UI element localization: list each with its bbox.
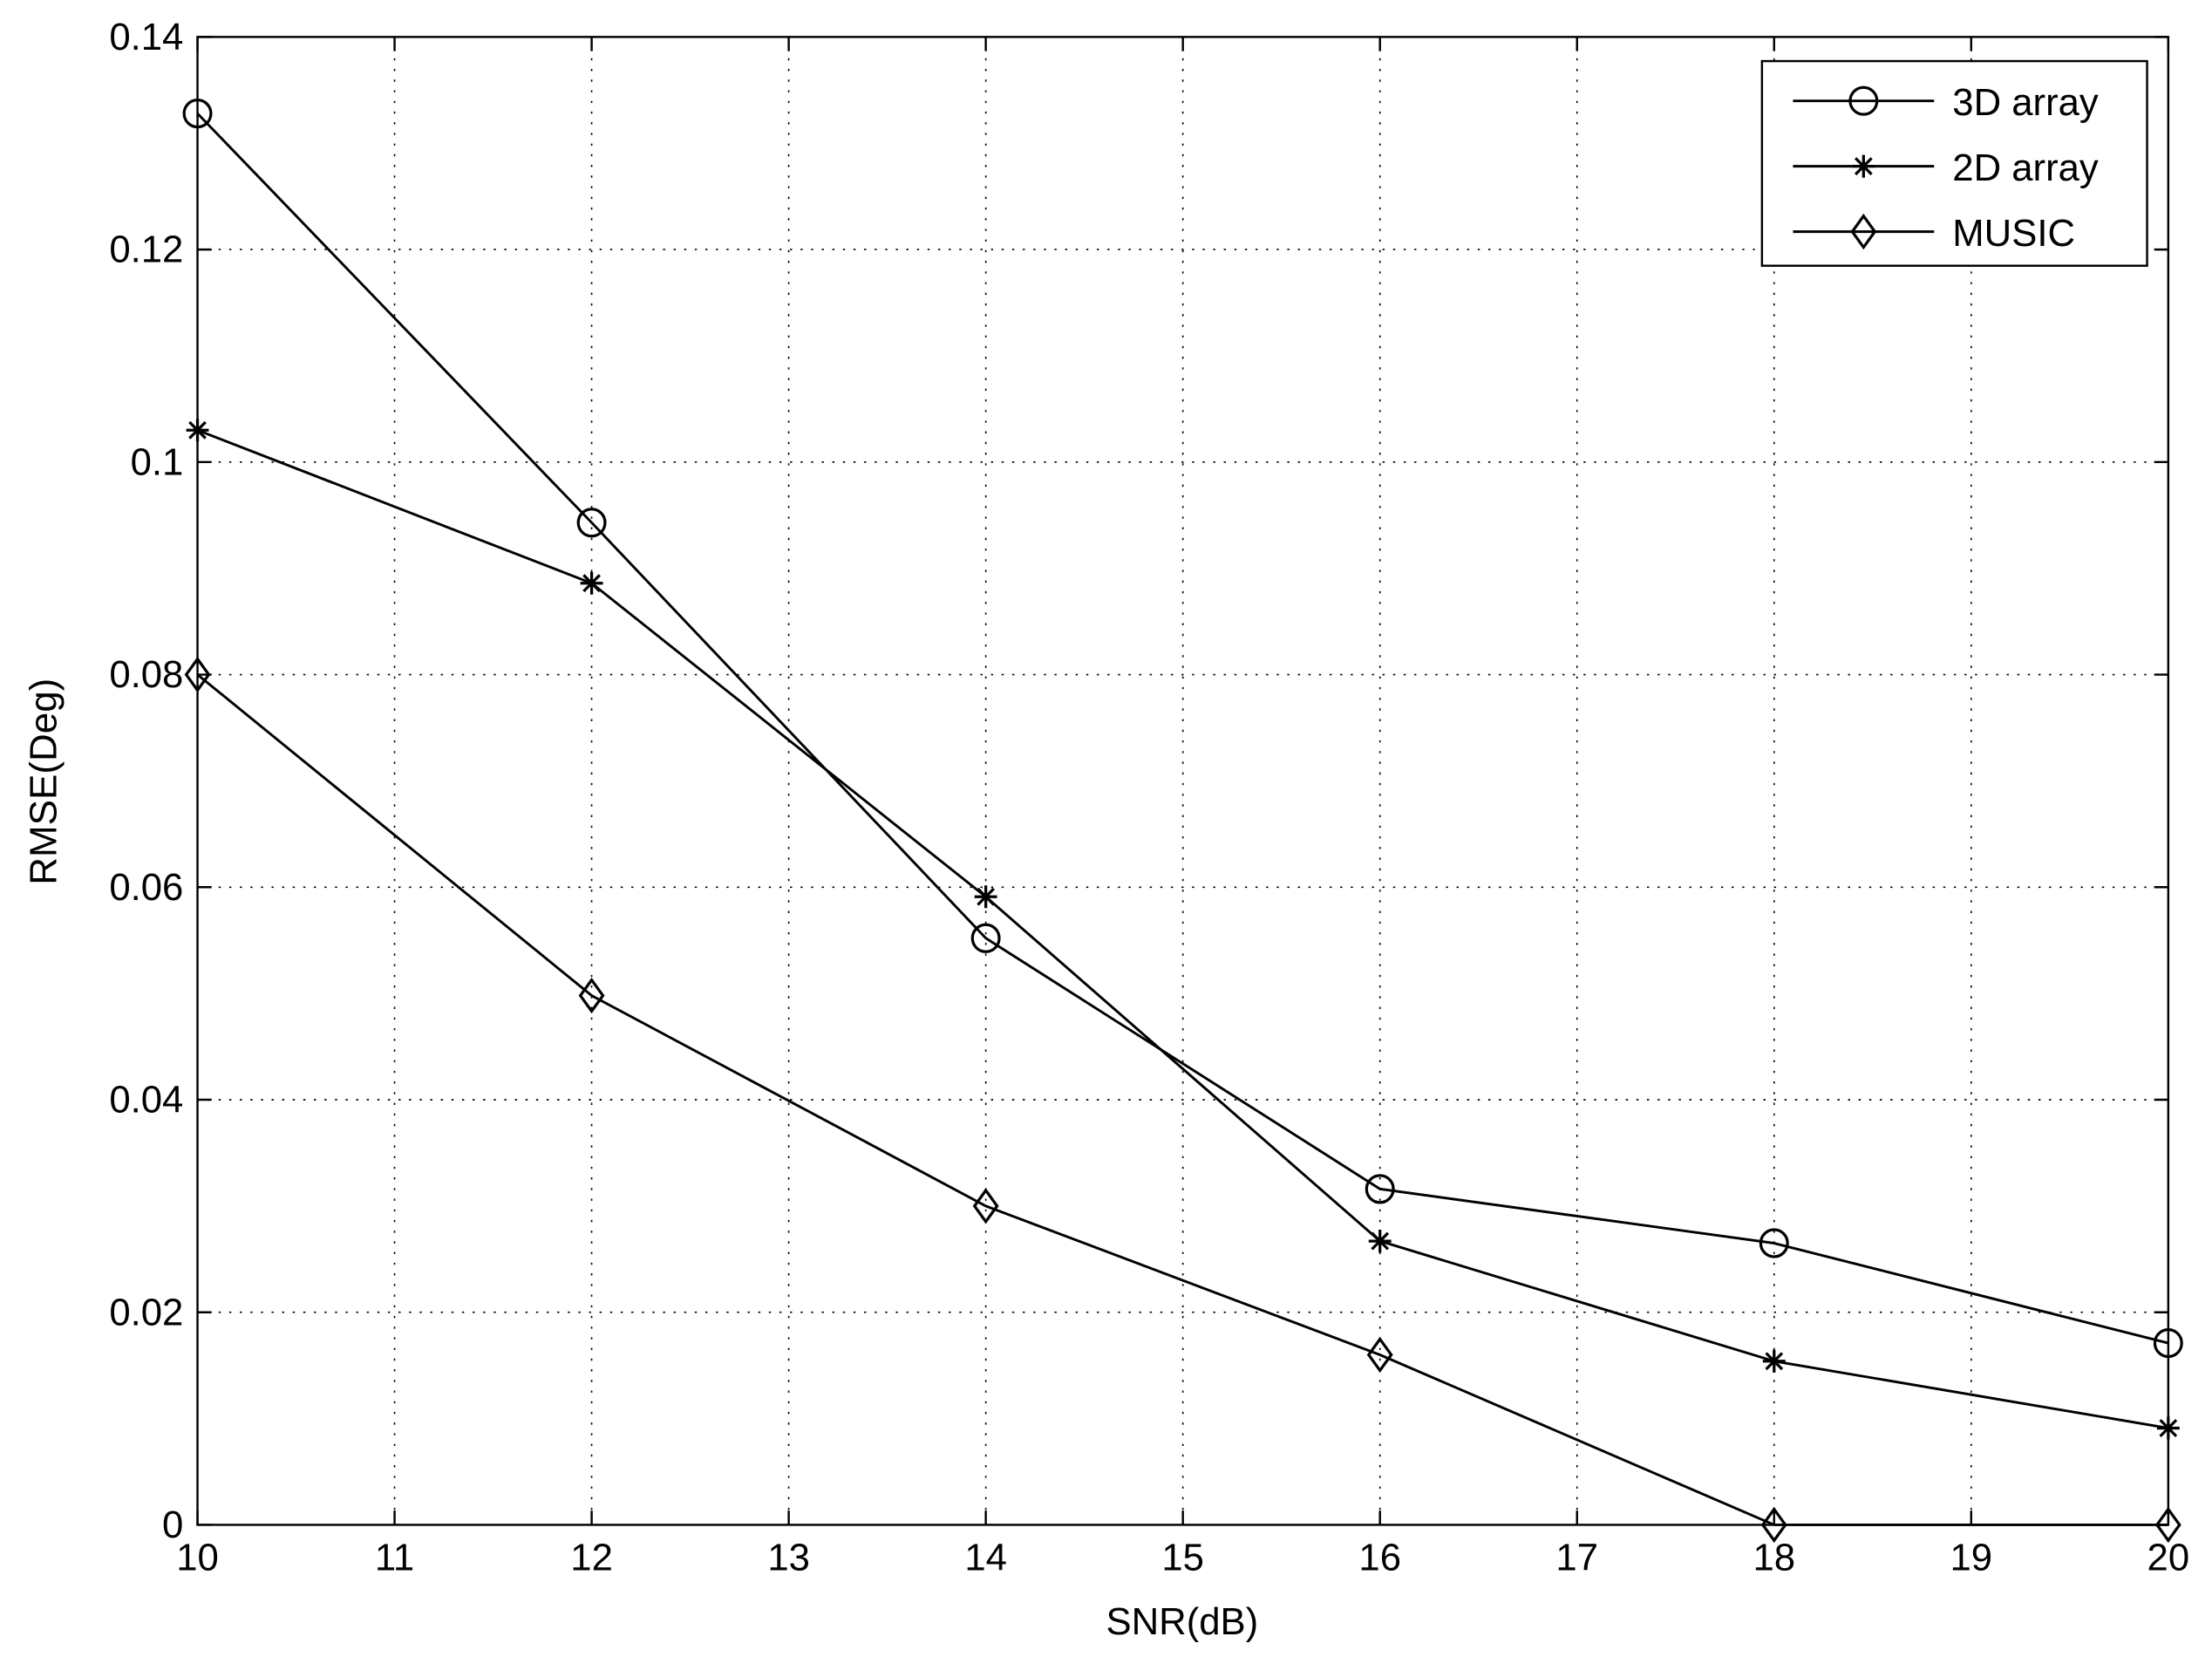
marker	[972, 1188, 999, 1224]
marker-asterisk	[1762, 1349, 1786, 1373]
legend-label: 2D array	[1952, 147, 2099, 189]
marker-circle	[970, 923, 1001, 953]
marker-diamond	[184, 656, 211, 693]
x-tick-label: 12	[570, 1536, 613, 1579]
marker	[1850, 213, 1877, 250]
y-tick-label: 0.1	[131, 440, 184, 483]
marker-circle	[1848, 85, 1879, 116]
x-tick-label: 13	[767, 1536, 810, 1579]
legend-label: 3D array	[1952, 81, 2099, 124]
marker-circle	[1365, 1174, 1395, 1204]
marker-diamond	[1760, 1506, 1787, 1544]
marker-asterisk	[2156, 1416, 2180, 1440]
marker-asterisk	[1368, 1230, 1392, 1253]
marker	[970, 923, 1001, 953]
y-tick-label: 0.12	[109, 228, 183, 271]
marker	[2154, 1506, 2181, 1544]
marker	[1762, 1349, 1786, 1373]
marker-diamond	[1850, 213, 1877, 250]
y-axis-label: RMSE(Deg)	[23, 678, 65, 885]
marker	[1848, 85, 1879, 116]
x-tick-label: 11	[375, 1536, 414, 1579]
y-tick-label: 0.14	[109, 16, 183, 58]
marker-asterisk	[580, 571, 603, 595]
series-line	[196, 113, 2169, 1345]
marker	[576, 508, 607, 538]
x-tick-label: 14	[964, 1536, 1007, 1579]
marker	[1368, 1230, 1392, 1253]
marker-diamond	[2154, 1506, 2181, 1544]
marker-circle	[1759, 1228, 1789, 1258]
marker	[1365, 1174, 1395, 1204]
series-line	[196, 428, 2169, 1430]
y-tick-label: 0.08	[109, 653, 183, 696]
marker	[182, 98, 213, 129]
marker	[2156, 1416, 2180, 1440]
plot-frame	[196, 36, 2170, 1526]
marker-asterisk	[1852, 154, 1875, 178]
y-tick-label: 0	[162, 1504, 183, 1546]
marker	[1852, 154, 1875, 178]
x-axis-label: SNR(dB)	[1106, 1600, 1259, 1643]
x-tick-label: 10	[176, 1536, 219, 1579]
marker-asterisk	[974, 885, 997, 909]
marker	[974, 885, 997, 909]
marker	[1760, 1506, 1787, 1544]
marker-asterisk	[186, 419, 209, 442]
series-line	[196, 673, 2168, 1526]
marker	[580, 571, 603, 595]
marker	[578, 977, 605, 1014]
x-tick-label: 17	[1555, 1536, 1598, 1579]
marker-circle	[182, 98, 213, 129]
y-tick-label: 0.06	[109, 866, 183, 909]
legend-label: MUSIC	[1952, 212, 2075, 255]
marker-diamond	[972, 1188, 999, 1224]
marker	[184, 656, 211, 693]
marker	[186, 419, 209, 442]
marker-circle	[576, 508, 607, 538]
marker	[1759, 1228, 1789, 1258]
y-tick-label: 0.04	[109, 1079, 183, 1122]
y-tick-label: 0.02	[109, 1291, 183, 1333]
x-tick-label: 19	[1950, 1536, 1993, 1579]
marker	[2153, 1327, 2183, 1359]
marker	[1366, 1336, 1393, 1374]
marker-diamond	[578, 977, 605, 1014]
marker-circle	[2153, 1327, 2183, 1359]
x-tick-label: 16	[1358, 1536, 1401, 1579]
x-tick-label: 15	[1161, 1536, 1204, 1579]
x-tick-label: 20	[2147, 1536, 2190, 1579]
marker-diamond	[1366, 1336, 1393, 1374]
x-tick-label: 18	[1753, 1536, 1795, 1579]
